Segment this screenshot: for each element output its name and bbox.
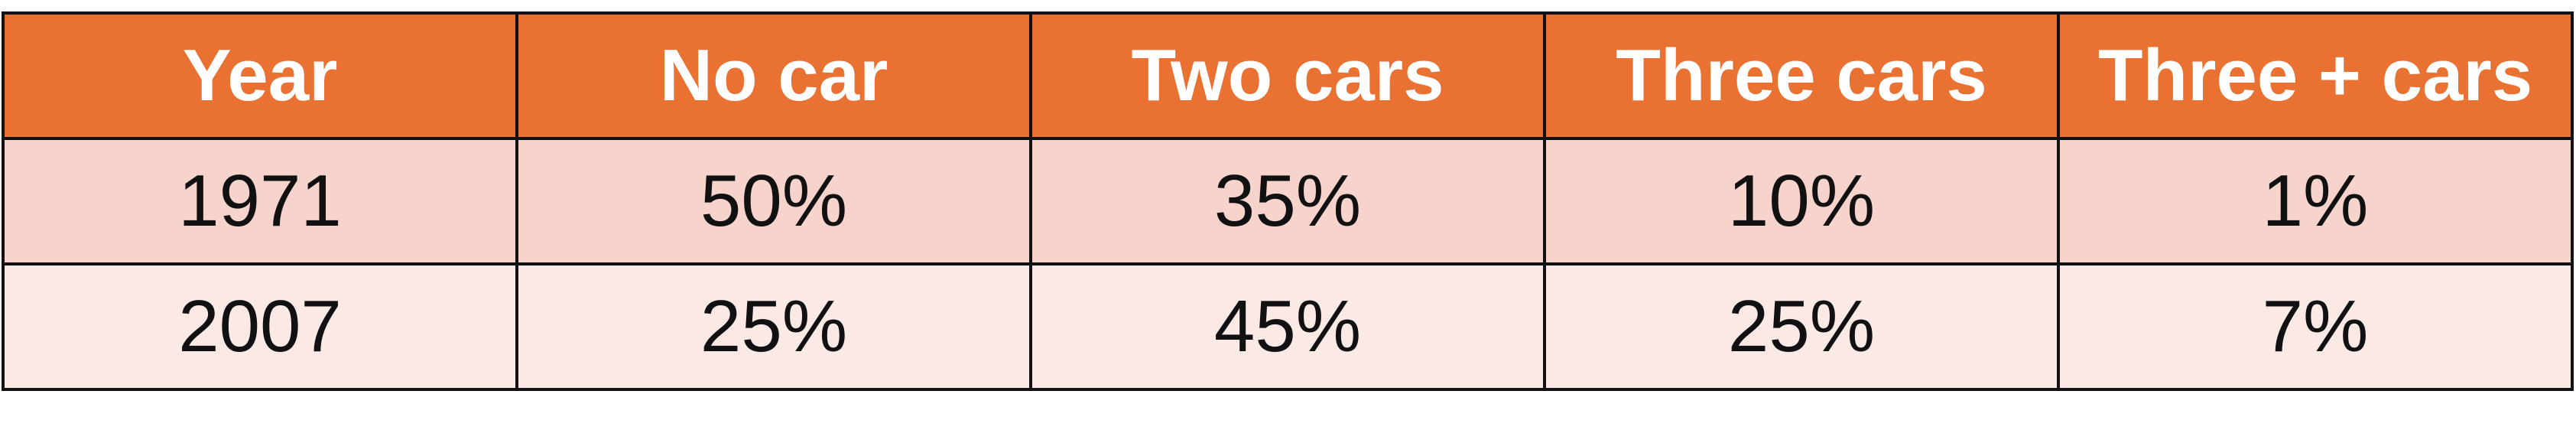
header-cell-three-cars: Three cars [1543,11,2060,140]
cell-three-cars: 10% [1543,137,2060,265]
cell-three-plus-cars: 7% [2057,262,2574,391]
cell-three-plus-cars: 1% [2057,137,2574,265]
table-row: 2007 25% 45% 25% 7% [2,262,2574,391]
header-row: Year No car Two cars Three cars Three + … [2,11,2574,140]
car-ownership-table-container: Year No car Two cars Three cars Three + … [2,11,2574,391]
cell-no-car: 25% [515,262,1032,391]
car-ownership-table: Year No car Two cars Three cars Three + … [2,11,2574,391]
table-header: Year No car Two cars Three cars Three + … [2,11,2574,140]
table-row: 1971 50% 35% 10% 1% [2,137,2574,265]
cell-year: 2007 [2,262,518,391]
header-cell-three-plus-cars: Three + cars [2057,11,2574,140]
cell-no-car: 50% [515,137,1032,265]
table-body: 1971 50% 35% 10% 1% 2007 25% 45% 25% 7% [2,137,2574,391]
cell-two-cars: 45% [1029,262,1546,391]
cell-three-cars: 25% [1543,262,2060,391]
header-cell-year: Year [2,11,518,140]
header-cell-no-car: No car [515,11,1032,140]
cell-year: 1971 [2,137,518,265]
header-cell-two-cars: Two cars [1029,11,1546,140]
cell-two-cars: 35% [1029,137,1546,265]
